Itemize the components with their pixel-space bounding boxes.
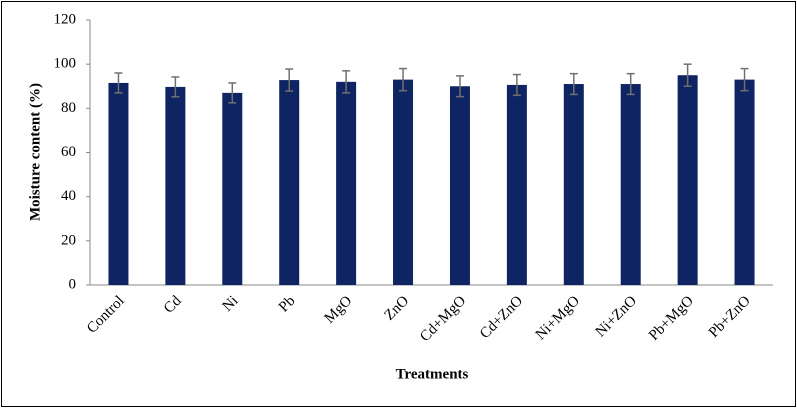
x-axis-title: Treatments: [396, 366, 469, 382]
y-tick-label: 20: [61, 232, 76, 248]
bar: [279, 80, 300, 285]
y-axis-title: Moisture content (%): [27, 83, 43, 221]
y-tick-label: 60: [61, 144, 76, 160]
y-tick-label: 100: [54, 56, 77, 72]
bar: [108, 82, 129, 285]
bar: [506, 84, 527, 285]
bar: [734, 79, 755, 285]
bar: [336, 81, 357, 285]
bar: [563, 84, 584, 286]
bar: [222, 92, 243, 285]
bar: [449, 86, 470, 285]
bar: [677, 75, 698, 285]
y-tick-label: 40: [61, 188, 76, 204]
bar: [620, 84, 641, 286]
bar: [165, 86, 186, 285]
bar: [393, 79, 414, 285]
y-tick-label: 0: [69, 276, 77, 292]
y-tick-label: 120: [54, 11, 77, 27]
y-tick-label: 80: [61, 100, 76, 116]
